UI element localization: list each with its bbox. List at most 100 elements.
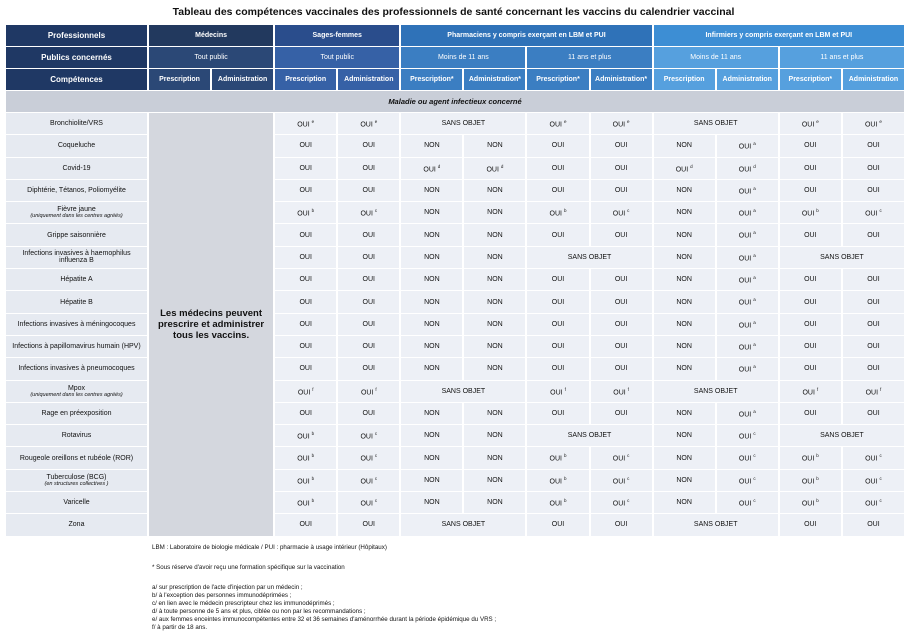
header-row: Publics concernés Tout public Tout public M… bbox=[6, 47, 904, 68]
header-cell: Publics concernés bbox=[6, 47, 147, 68]
value-text: OUI bbox=[297, 455, 310, 463]
value-cell: NON bbox=[464, 335, 526, 358]
disease-name: Varicelle bbox=[63, 499, 90, 507]
value-cell: NON bbox=[401, 447, 463, 469]
value-cell: NON bbox=[464, 202, 526, 224]
value-footnote-ref: d bbox=[690, 163, 693, 169]
value-cell: NON bbox=[653, 492, 715, 514]
value-footnote-ref: a bbox=[753, 185, 756, 191]
value-text: OUI bbox=[362, 142, 375, 150]
value-cell: NON bbox=[464, 447, 526, 469]
value-text: NON bbox=[424, 231, 440, 239]
value-footnote-ref: e bbox=[374, 118, 378, 124]
value-footnote-ref: c bbox=[374, 498, 378, 504]
value-cell: NON bbox=[464, 358, 526, 380]
value-cell: NON bbox=[401, 269, 463, 291]
value-cell: OUI bbox=[338, 246, 400, 269]
value-cell: OUI b bbox=[779, 469, 841, 492]
disease-name: Bronchiolite/VRS bbox=[50, 120, 103, 128]
value-text: NON bbox=[676, 187, 692, 195]
competence-header: Prescription bbox=[149, 69, 211, 90]
value-text: SANS OBJET bbox=[567, 432, 612, 440]
value-text: OUI bbox=[867, 410, 880, 417]
value-text: OUI bbox=[802, 388, 815, 396]
value-text: OUI bbox=[299, 298, 312, 306]
value-cell: OUI bbox=[338, 224, 400, 246]
disease-cell: Infections invasives à haemophilus influ… bbox=[6, 246, 147, 269]
footnote: e/ aux femmes enceintes immunocompétente… bbox=[152, 616, 497, 623]
value-cell: OUI f bbox=[275, 380, 337, 402]
value-footnote-ref: c bbox=[753, 475, 756, 481]
value-text: OUI bbox=[614, 521, 628, 529]
value-cell: OUI c bbox=[716, 447, 778, 469]
value-text: OUI bbox=[738, 411, 752, 419]
value-text: OUI bbox=[299, 276, 312, 284]
value-cell: OUI bbox=[527, 135, 589, 157]
value-text: OUI bbox=[297, 500, 310, 508]
value-text: OUI bbox=[804, 298, 817, 306]
value-text: NON bbox=[424, 343, 440, 351]
value-text: NON bbox=[676, 231, 692, 239]
value-cell: SANS OBJET bbox=[653, 514, 778, 536]
value-text: OUI bbox=[299, 343, 312, 351]
value-text: OUI bbox=[801, 455, 815, 463]
header-row: Compétences Prescription Administration Pre… bbox=[6, 69, 904, 90]
value-cell: OUI a bbox=[716, 179, 778, 202]
value-cell: OUI bbox=[842, 291, 904, 313]
value-footnote-ref: c bbox=[374, 431, 378, 437]
value-footnote-ref: b bbox=[816, 498, 819, 504]
value-text: NON bbox=[487, 499, 503, 507]
data-row: Infections invasives à pneumocoques OUI OU… bbox=[6, 358, 904, 380]
competence-header: Prescription bbox=[653, 69, 715, 90]
value-text: OUI bbox=[738, 143, 752, 151]
value-footnote-ref: a bbox=[753, 252, 756, 258]
value-text: OUI bbox=[804, 142, 817, 150]
value-text: OUI bbox=[867, 187, 880, 195]
value-cell: NON bbox=[653, 402, 715, 425]
value-text: OUI bbox=[804, 343, 817, 351]
value-cell: NON bbox=[401, 492, 463, 514]
value-text: NON bbox=[676, 142, 692, 150]
value-cell: NON bbox=[401, 291, 463, 313]
value-text: SANS OBJET bbox=[693, 120, 738, 128]
value-text: OUI bbox=[299, 320, 312, 328]
disease-cell: Rage en préexposition bbox=[6, 402, 147, 425]
value-footnote-ref: a bbox=[753, 275, 756, 281]
value-footnote-ref: e bbox=[627, 118, 630, 124]
value-text: OUI bbox=[804, 276, 817, 284]
disease-cell: Infections invasives à pneumocoques bbox=[6, 358, 147, 380]
value-cell: OUI a bbox=[716, 291, 778, 313]
value-cell: OUI bbox=[527, 179, 589, 202]
public-header: Moins de 11 ans bbox=[401, 47, 526, 68]
value-text: NON bbox=[676, 343, 692, 351]
value-cell: NON bbox=[464, 313, 526, 335]
value-footnote-ref: c bbox=[627, 475, 630, 481]
value-footnote-ref: a bbox=[753, 364, 756, 370]
value-cell: OUI f bbox=[338, 380, 400, 402]
value-text: OUI bbox=[614, 276, 628, 284]
value-text: NON bbox=[676, 410, 692, 417]
value-text: OUI bbox=[738, 188, 752, 196]
value-footnote-ref: c bbox=[627, 498, 630, 504]
value-text: OUI bbox=[299, 142, 312, 150]
value-cell: OUI bbox=[779, 269, 841, 291]
value-cell: NON bbox=[401, 179, 463, 202]
value-text: OUI bbox=[804, 320, 817, 328]
value-text: OUI bbox=[865, 500, 878, 508]
disease-cell: Grippe saisonnière bbox=[6, 224, 147, 246]
disease-name: Rage en préexposition bbox=[41, 410, 112, 417]
value-text: NON bbox=[487, 365, 503, 373]
value-text: OUI bbox=[551, 343, 565, 351]
value-cell: NON bbox=[401, 425, 463, 447]
value-text: SANS OBJET bbox=[693, 387, 738, 395]
competence-header: Administration bbox=[842, 69, 904, 90]
value-text: OUI bbox=[738, 277, 752, 285]
value-cell: OUI c bbox=[590, 469, 652, 492]
competence-header: Administration* bbox=[590, 69, 652, 90]
value-cell: OUI b bbox=[527, 492, 589, 514]
disease-cell: Rougeole oreillons et rubéole (ROR) bbox=[6, 447, 147, 469]
value-cell: OUI e bbox=[275, 113, 337, 135]
value-cell: OUI a bbox=[716, 135, 778, 157]
value-cell: OUI bbox=[275, 402, 337, 425]
